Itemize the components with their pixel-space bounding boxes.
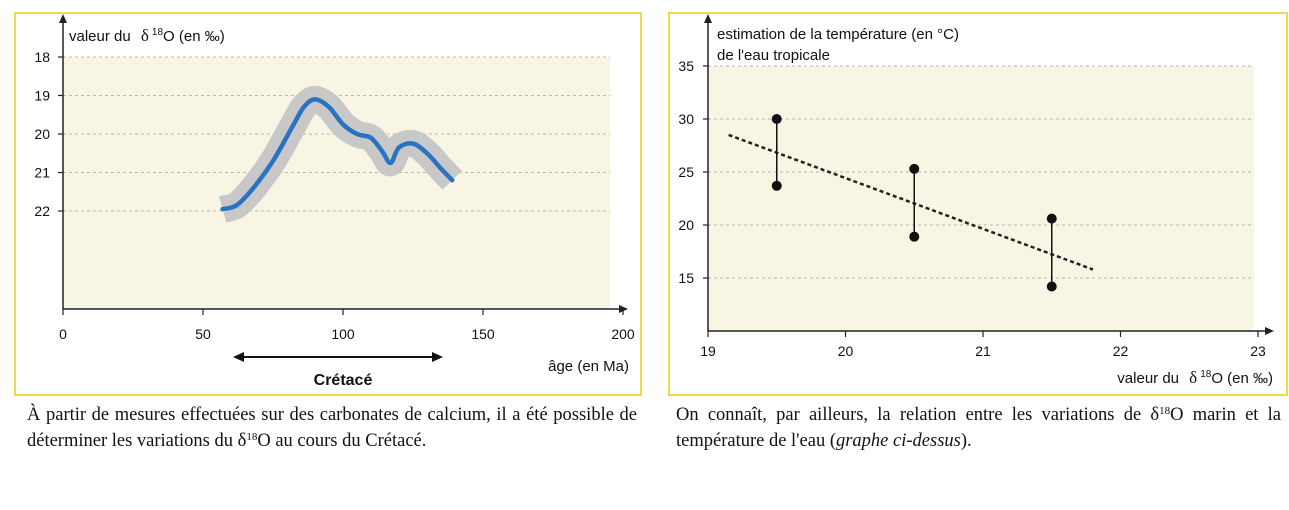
grid-lines — [703, 65, 1254, 279]
x-tick-label: 150 — [471, 326, 495, 342]
y-tick-label: 20 — [34, 126, 50, 142]
x-tick-labels: 19 20 21 22 23 — [700, 331, 1266, 359]
y-axis-arrow — [59, 14, 67, 23]
x-axis-label: âge (en Ma) — [548, 358, 629, 375]
delta18o-series-line — [220, 97, 455, 212]
range-point-high — [771, 114, 782, 124]
cretaceous-label: Crétacé — [314, 372, 373, 389]
plot-background — [708, 66, 1254, 331]
y-tick-label: 22 — [34, 203, 50, 219]
x-axis-label: valeur du δ 18O (en ‰) — [1117, 368, 1273, 387]
range-point-high — [1046, 213, 1057, 224]
range-markers — [771, 114, 1057, 292]
range-point-high — [909, 163, 920, 174]
x-tick-labels: 0 50 100 150 200 — [59, 309, 635, 342]
y-tick-label: 15 — [678, 270, 694, 286]
y-tick-label: 25 — [678, 164, 694, 180]
y-tick-label: 19 — [34, 88, 50, 104]
trend-line — [728, 133, 1094, 271]
range-point-low — [909, 231, 920, 242]
data-line — [220, 97, 455, 212]
x-tick-label: 23 — [1250, 343, 1266, 359]
y-tick-label: 35 — [678, 58, 694, 74]
regression-line — [728, 133, 1094, 271]
y-axis-label: valeur du δ 18O (en ‰) — [69, 26, 225, 45]
cretaceous-period-marker — [233, 352, 443, 362]
y-axis-arrow — [704, 14, 712, 23]
y-tick-labels: 18 19 20 21 22 — [34, 49, 50, 219]
x-tick-label: 22 — [1113, 343, 1129, 359]
grid-lines — [58, 56, 610, 212]
x-axis-arrow — [1265, 327, 1274, 335]
x-tick-label: 50 — [195, 326, 211, 342]
right-caption: On connaît, par ailleurs, la relation en… — [676, 405, 1281, 451]
period-arrow-left-head — [233, 352, 244, 362]
y-axis-label-line2: de l'eau tropicale — [717, 47, 830, 64]
left-caption: À partir de mesures effectuées sur des c… — [27, 405, 637, 451]
x-tick-label: 100 — [331, 326, 355, 342]
x-tick-label: 21 — [975, 343, 991, 359]
y-tick-label: 18 — [34, 49, 50, 65]
y-tick-label: 20 — [678, 217, 694, 233]
y-axis-label-line1: estimation de la température (en °C) — [717, 26, 959, 43]
y-tick-labels: 15 20 25 30 35 — [678, 58, 694, 286]
x-tick-label: 19 — [700, 343, 716, 359]
x-tick-label: 200 — [611, 326, 635, 342]
period-arrow-right-head — [432, 352, 443, 362]
x-tick-label: 0 — [59, 326, 67, 342]
x-tick-label: 20 — [838, 343, 854, 359]
range-point-low — [1046, 281, 1057, 292]
y-tick-label: 30 — [678, 111, 694, 127]
y-tick-label: 21 — [34, 165, 50, 181]
range-point-low — [771, 180, 782, 191]
